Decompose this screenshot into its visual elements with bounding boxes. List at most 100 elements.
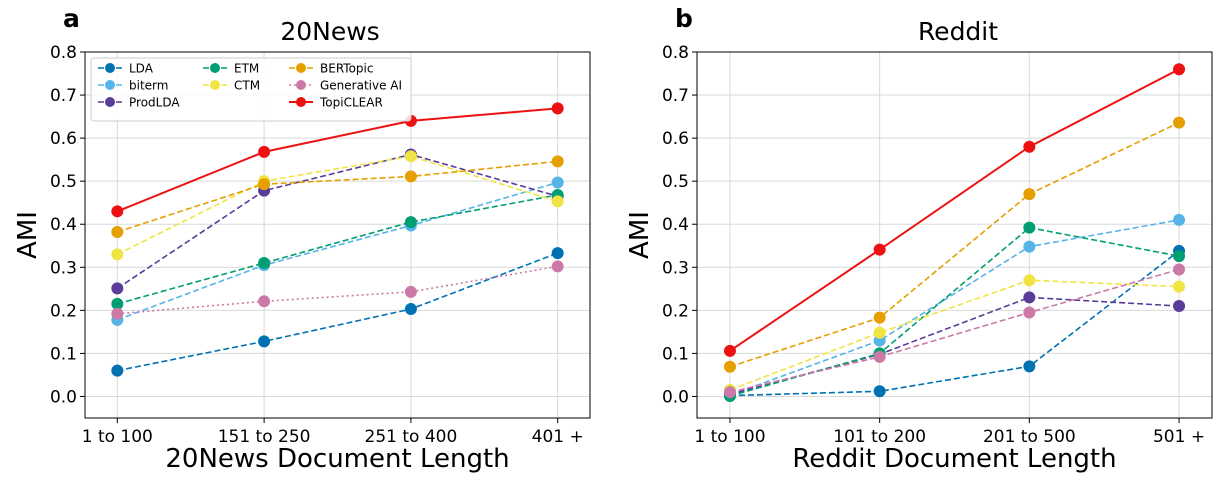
legend-label: BERTopic bbox=[320, 62, 373, 76]
data-point bbox=[1173, 263, 1186, 276]
data-point bbox=[404, 216, 417, 229]
y-tick-label: 0.3 bbox=[662, 258, 689, 278]
data-point bbox=[551, 176, 564, 189]
y-tick-label: 0.4 bbox=[50, 215, 77, 235]
plot-frame bbox=[84, 51, 591, 419]
data-point bbox=[1023, 221, 1036, 234]
data-point bbox=[551, 247, 564, 260]
legend-swatch-marker bbox=[105, 63, 115, 73]
x-tick-label: 251 to 400 bbox=[365, 427, 458, 447]
series-line bbox=[729, 279, 1180, 391]
data-point bbox=[873, 350, 886, 363]
legend-swatch-marker bbox=[296, 63, 306, 73]
data-point bbox=[258, 335, 271, 348]
legend-item-biterm: biterm bbox=[98, 79, 168, 93]
y-tick-label: 0.0 bbox=[50, 387, 77, 407]
data-point bbox=[1023, 240, 1036, 253]
y-tick-label: 0.6 bbox=[50, 129, 77, 149]
data-point bbox=[873, 311, 886, 324]
data-point bbox=[111, 307, 124, 320]
plot-frame bbox=[696, 51, 1213, 419]
data-point bbox=[551, 195, 564, 208]
data-point bbox=[551, 260, 564, 273]
series-ctm bbox=[111, 150, 564, 261]
series-bertopic bbox=[111, 155, 564, 238]
y-tick-label: 0.2 bbox=[50, 301, 77, 321]
series-line bbox=[116, 107, 558, 213]
y-tick-label: 0.7 bbox=[662, 86, 689, 106]
series-line bbox=[729, 250, 1180, 397]
data-point bbox=[1173, 250, 1186, 263]
data-point bbox=[1023, 274, 1036, 287]
legend-label: ETM bbox=[234, 62, 259, 76]
y-tick-label: 0.6 bbox=[662, 129, 689, 149]
legend-swatch-marker bbox=[210, 63, 220, 73]
x-tick-label: 101 to 200 bbox=[833, 427, 926, 447]
legend-item-ctm: CTM bbox=[203, 79, 260, 93]
y-tick-label: 0.7 bbox=[50, 86, 77, 106]
data-point bbox=[723, 386, 736, 399]
data-point bbox=[404, 285, 417, 298]
data-point bbox=[873, 326, 886, 339]
panel-a: 0.0 0.1 0.2 0.3 0.4 0.5 0.6 0.7 0.8 1 to 100 151 t… bbox=[13, 4, 591, 474]
series-etm bbox=[111, 188, 564, 310]
series-line bbox=[117, 252, 558, 372]
legend-label: biterm bbox=[129, 79, 168, 93]
y-axis-label: AMI bbox=[13, 211, 43, 259]
x-tick-label: 501 + bbox=[1153, 427, 1205, 447]
x-tick-label: 151 to 250 bbox=[218, 427, 311, 447]
series-etm bbox=[723, 221, 1186, 403]
y-tick-label: 0.0 bbox=[662, 387, 689, 407]
data-point bbox=[1023, 306, 1036, 319]
legend-label: LDA bbox=[129, 62, 154, 76]
y-tick-label: 0.8 bbox=[662, 43, 689, 63]
data-point bbox=[1023, 360, 1036, 373]
data-point bbox=[258, 145, 271, 158]
legend-box bbox=[90, 57, 412, 122]
series-line bbox=[729, 296, 1180, 396]
data-point bbox=[111, 364, 124, 377]
data-point bbox=[111, 205, 124, 218]
legend-item-lda: LDA bbox=[98, 62, 154, 76]
series-prodlda bbox=[111, 148, 564, 295]
data-point bbox=[1173, 280, 1186, 293]
data-point bbox=[873, 385, 886, 398]
data-point bbox=[1173, 300, 1186, 313]
legend-item-bertopic: BERTopic bbox=[289, 62, 373, 76]
y-axis-label: AMI bbox=[625, 211, 655, 259]
series-line bbox=[729, 219, 1180, 396]
series-line bbox=[116, 155, 558, 256]
data-point bbox=[1173, 63, 1186, 76]
y-tick-label: 0.4 bbox=[662, 215, 689, 235]
data-point bbox=[723, 360, 736, 373]
series-generative-ai bbox=[723, 263, 1186, 399]
legend: LDA biterm ProdLDA ETM CTM BERTopic Generative… bbox=[90, 57, 412, 122]
series-line bbox=[729, 68, 1180, 352]
series-biterm bbox=[111, 176, 564, 326]
series-line bbox=[117, 265, 558, 315]
legend-swatch-marker bbox=[105, 80, 115, 90]
legend-item-prodlda: ProdLDA bbox=[98, 96, 180, 110]
series-line bbox=[729, 268, 1180, 393]
y-tick-label: 0.5 bbox=[50, 172, 77, 192]
series-lda bbox=[111, 247, 564, 377]
data-point bbox=[1023, 291, 1036, 304]
data-point bbox=[111, 282, 124, 295]
series-line bbox=[729, 226, 1180, 397]
data-point bbox=[111, 248, 124, 261]
data-point bbox=[1023, 188, 1036, 201]
y-tick-label: 0.8 bbox=[50, 43, 77, 63]
series-line bbox=[117, 194, 558, 305]
data-point bbox=[258, 178, 271, 191]
series-line bbox=[117, 160, 558, 233]
data-point bbox=[404, 170, 417, 183]
series-line bbox=[729, 121, 1180, 368]
panel-label: b bbox=[675, 4, 693, 33]
x-tick-label: 1 to 100 bbox=[694, 427, 765, 447]
y-tick-label: 0.1 bbox=[662, 344, 689, 364]
series-generative-ai bbox=[111, 260, 564, 320]
data-point bbox=[723, 344, 736, 357]
data-point bbox=[404, 303, 417, 316]
